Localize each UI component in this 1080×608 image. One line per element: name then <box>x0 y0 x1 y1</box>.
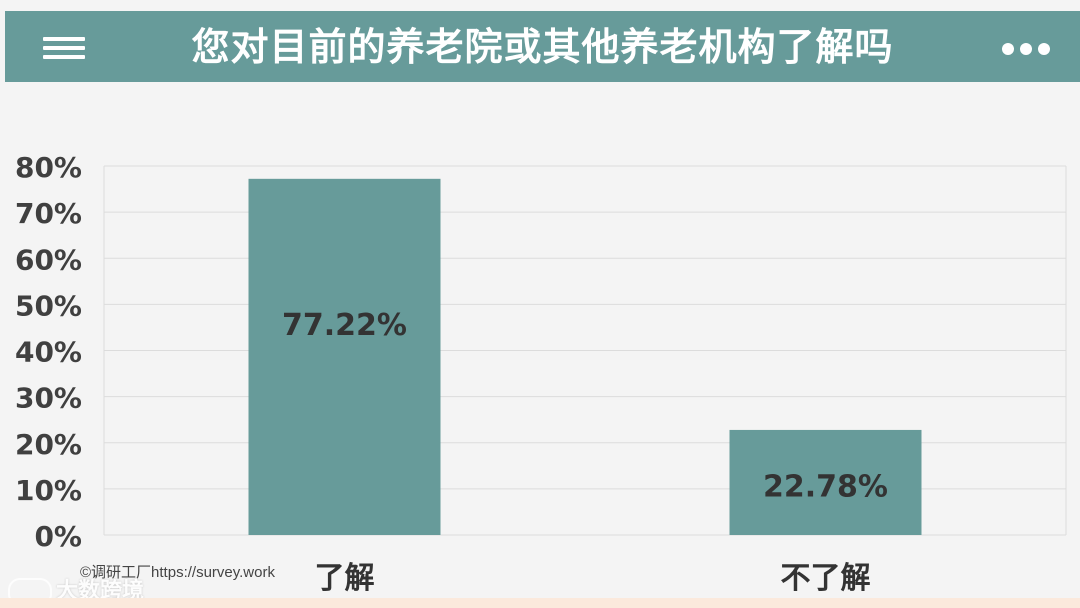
data-label: 77.22% <box>282 308 407 343</box>
y-tick-label: 20% <box>15 428 82 461</box>
chart-container: 0% 10% 20% 30% 40% 50% 60% 70% 80% 77.22% 了解 22.78%… <box>0 82 1080 602</box>
x-tick-label: 了解 <box>315 561 375 596</box>
hamburger-menu-icon[interactable] <box>43 37 85 59</box>
x-tick-label: 不了解 <box>781 561 871 596</box>
y-tick-label: 0% <box>34 520 82 553</box>
y-tick-label: 10% <box>15 474 82 507</box>
y-tick-label: 60% <box>15 243 82 276</box>
y-tick-label: 40% <box>15 336 82 369</box>
y-tick-label: 50% <box>15 289 82 322</box>
credit-text: ©调研工厂https://survey.work <box>80 564 275 581</box>
header-bar: 您对目前的养老院或其他养老机构了解吗 <box>5 11 1080 82</box>
more-dots-icon[interactable] <box>1002 40 1058 55</box>
y-tick-label: 70% <box>15 197 82 230</box>
bar-chart: 0% 10% 20% 30% 40% 50% 60% 70% 80% 77.22% 了解 22.78%… <box>15 151 1067 596</box>
y-tick-label: 30% <box>15 382 82 415</box>
page-title: 您对目前的养老院或其他养老机构了解吗 <box>191 25 894 69</box>
data-label: 22.78% <box>763 469 888 504</box>
bar <box>248 178 441 535</box>
y-tick-label: 80% <box>15 151 82 184</box>
bar <box>729 429 922 535</box>
bottom-strip <box>0 598 1080 608</box>
